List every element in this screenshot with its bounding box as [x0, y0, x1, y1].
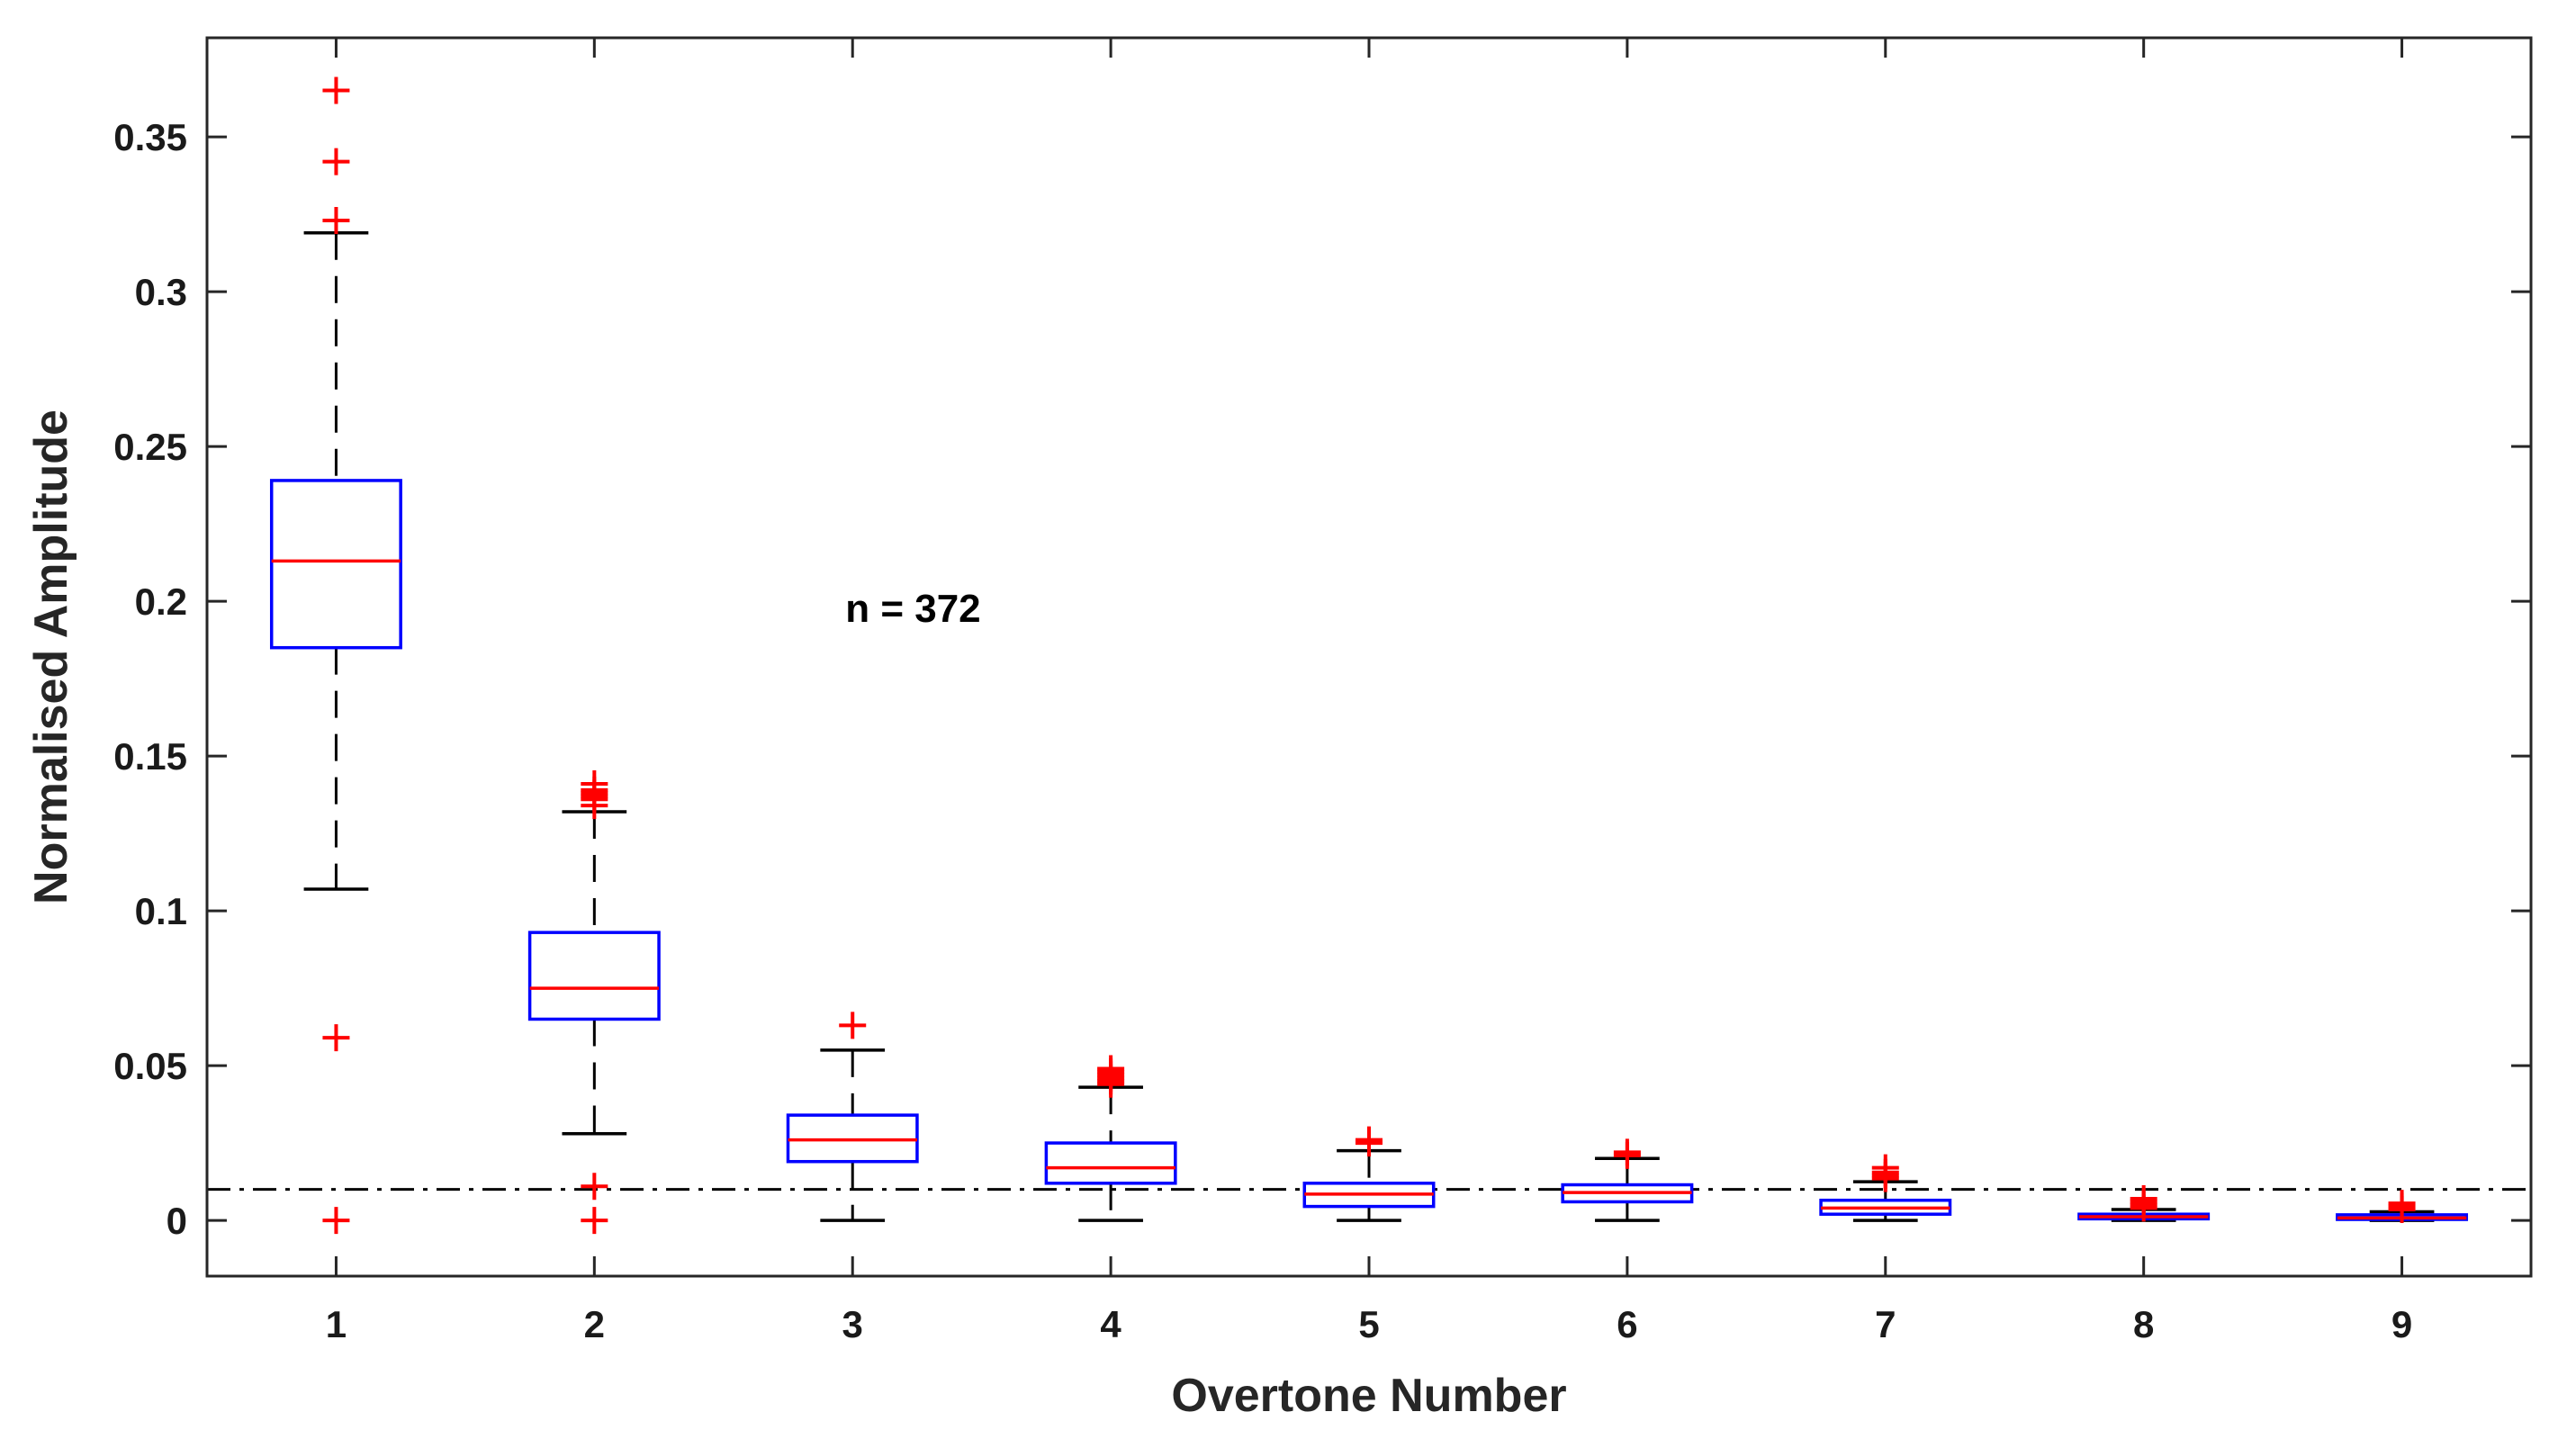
outlier-marker: [322, 206, 350, 234]
iqr-box: [269, 479, 402, 650]
axis-ticks: [207, 38, 2531, 1276]
outlier-marker: [2388, 1190, 2416, 1218]
x-tick-label: 9: [2391, 1303, 2412, 1345]
outlier-marker: [322, 148, 350, 175]
box-group: [527, 770, 661, 1235]
y-tick-label: 0: [167, 1200, 187, 1242]
box-group: [269, 76, 402, 1235]
x-tick-label: 7: [1875, 1303, 1896, 1345]
x-tick-label: 5: [1358, 1303, 1379, 1345]
sample-size-annotation: n = 372: [845, 587, 980, 631]
iqr-box: [527, 931, 661, 1021]
x-tick-label: 3: [842, 1303, 863, 1345]
box-group: [1819, 1154, 1952, 1222]
x-tick-label: 6: [1617, 1303, 1637, 1345]
outlier-marker: [2130, 1185, 2157, 1212]
iqr-box: [1044, 1141, 1177, 1185]
outlier-marker: [839, 1012, 867, 1039]
x-tick-label: 8: [2133, 1303, 2154, 1345]
box-group: [786, 1012, 919, 1222]
outlier-marker: [1097, 1055, 1125, 1083]
tick-labels: 1 2 3 4 5 6 7 8 9 0 0.05 0.1 0.15 0.2 0.25 0.3 0.35: [113, 116, 2412, 1345]
outlier-marker: [1356, 1126, 1383, 1154]
box-group: [2077, 1185, 2211, 1222]
y-tick-label: 0.15: [113, 735, 187, 778]
x-tick-label: 2: [584, 1303, 605, 1345]
x-tick-label: 1: [326, 1303, 347, 1345]
box-group: [1302, 1126, 1436, 1222]
box-group: [2336, 1190, 2469, 1224]
outlier-marker: [581, 1207, 608, 1235]
outlier-marker: [322, 76, 350, 104]
box-group: [1044, 1055, 1177, 1222]
outlier-marker: [322, 1207, 350, 1235]
y-tick-label: 0.05: [113, 1045, 187, 1087]
outlier-marker: [1613, 1138, 1641, 1166]
outlier-marker: [1871, 1154, 1899, 1182]
y-tick-label: 0.2: [135, 580, 187, 623]
outlier-marker: [581, 1173, 608, 1201]
outlier-marker: [322, 1024, 350, 1052]
y-tick-label: 0.3: [135, 271, 187, 313]
y-axis-title: Normalised Amplitude: [25, 409, 77, 904]
box-group: [1561, 1138, 1694, 1222]
plot-content: [207, 76, 2531, 1235]
x-tick-label: 4: [1100, 1303, 1121, 1345]
outlier-marker: [581, 770, 608, 798]
axes-frame: [205, 36, 2533, 1278]
x-axis-title: Overtone Number: [1171, 1370, 1566, 1422]
y-tick-label: 0.35: [113, 116, 187, 158]
y-tick-label: 0.25: [113, 426, 187, 468]
y-tick-label: 0.1: [135, 890, 187, 932]
